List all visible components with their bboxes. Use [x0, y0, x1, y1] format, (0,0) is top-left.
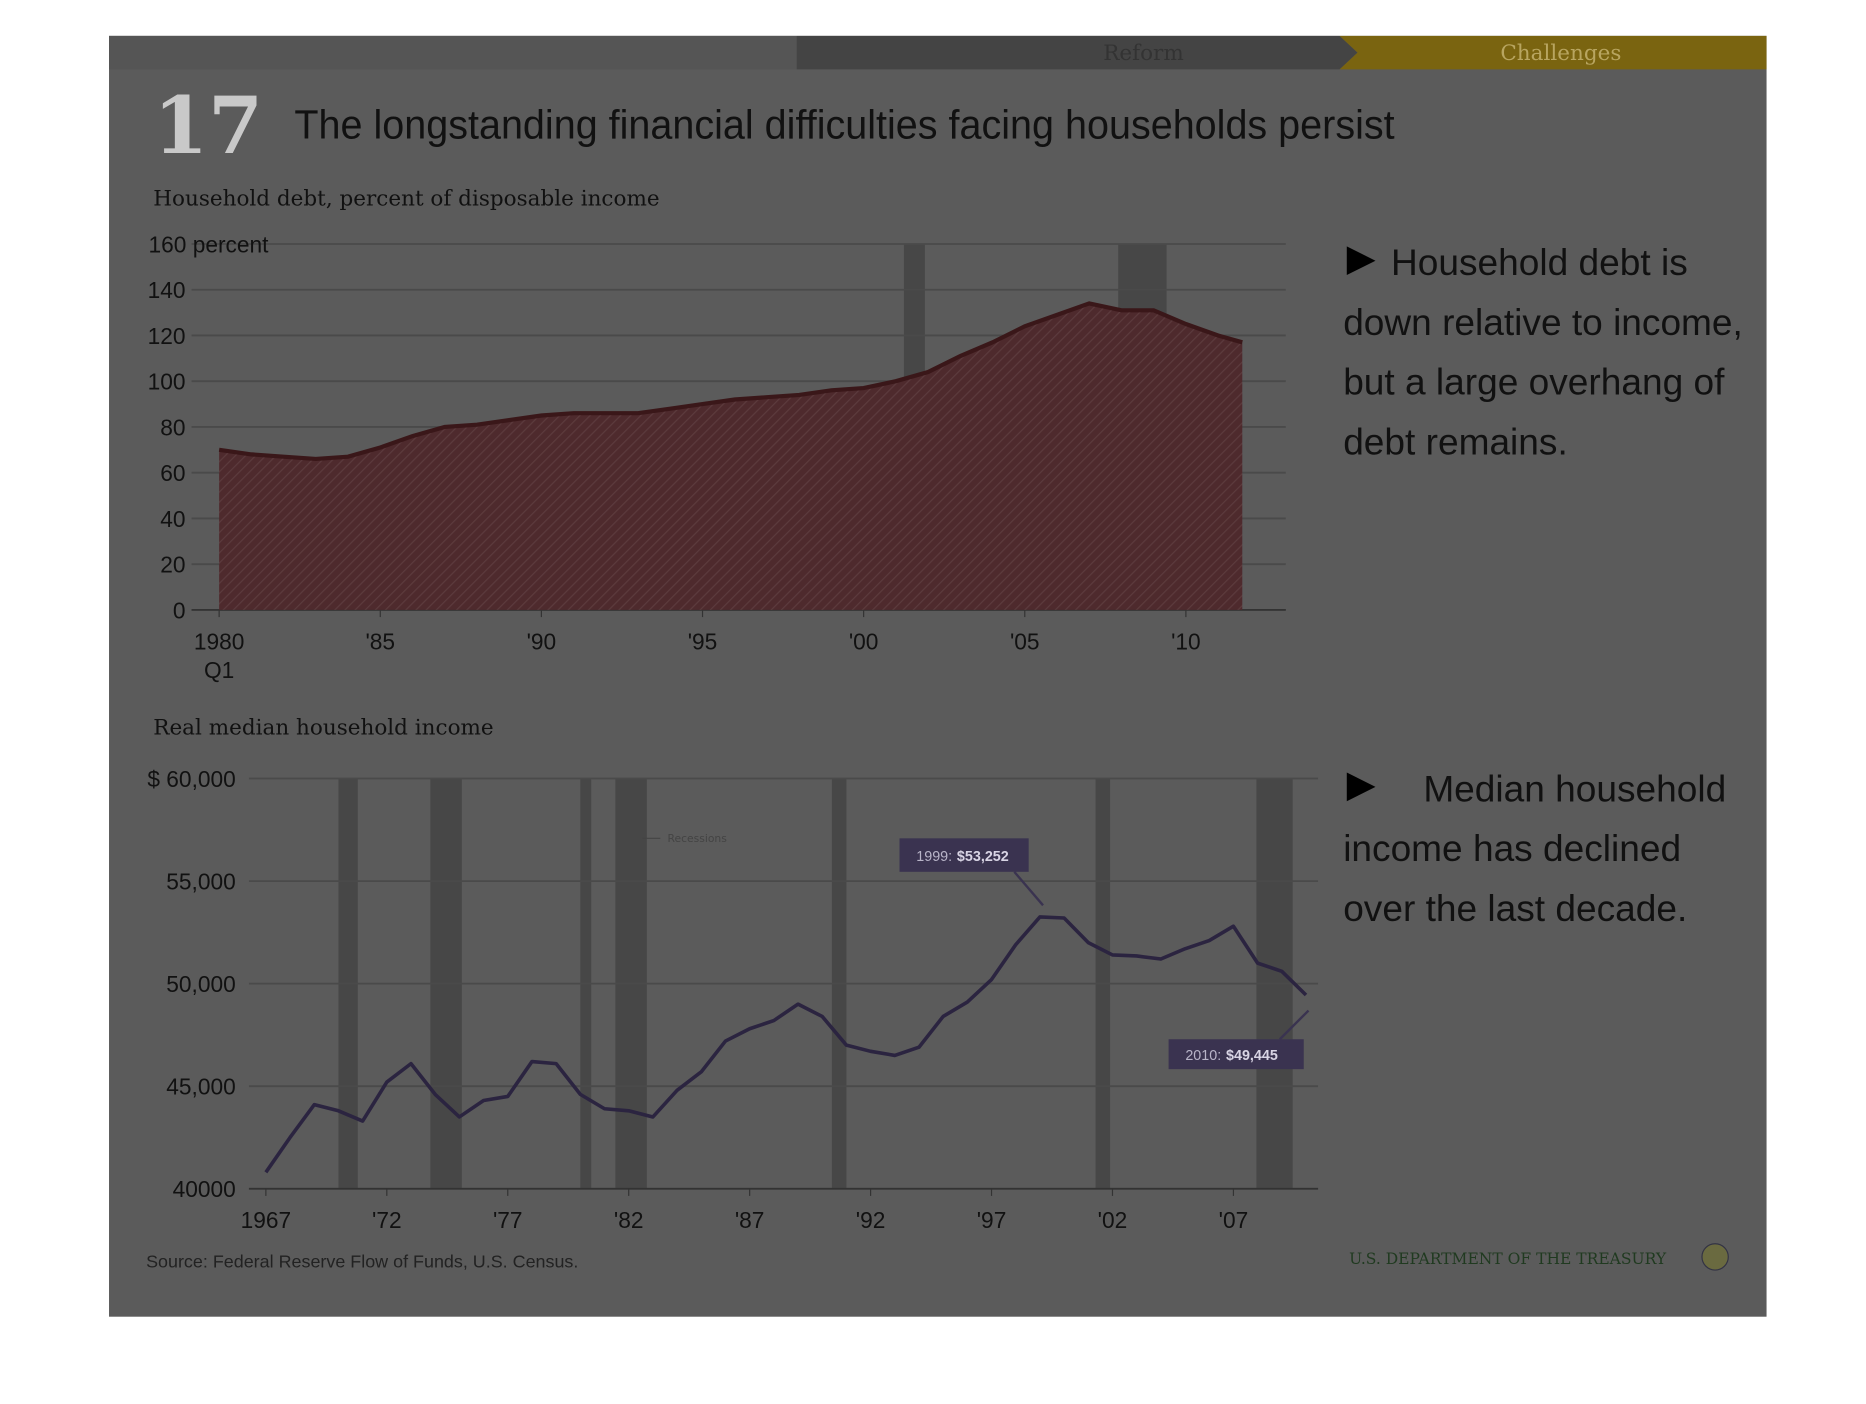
annotation-value: $49,445: [1226, 1048, 1278, 1064]
annotation-prefix: 2010:: [1185, 1048, 1221, 1064]
y-tick-label: 140: [148, 277, 186, 303]
y-tick-label: 50,000: [166, 971, 236, 997]
y-tick-label: 0: [173, 597, 186, 623]
x-tick-label: '92: [856, 1207, 886, 1233]
x-tick-label: 1967: [241, 1207, 292, 1233]
legend-label: Recessions: [668, 832, 728, 845]
x-tick-label: '82: [614, 1207, 644, 1233]
tab-label[interactable]: Reform: [1103, 41, 1184, 66]
x-tick-label: '85: [365, 628, 395, 654]
y-tick-label: 20: [160, 552, 185, 578]
slide-number: 17: [153, 79, 263, 172]
x-tick-label: '97: [977, 1207, 1007, 1233]
bullet-arrow: [1346, 246, 1376, 276]
x-tick-label: '87: [735, 1207, 765, 1233]
annotation-value: $53,252: [957, 849, 1009, 865]
area-hatch: [219, 303, 1243, 610]
bullet-arrow: [1346, 772, 1376, 802]
x-tick-label: '90: [527, 628, 557, 654]
tab-bar: [109, 35, 797, 70]
annotation-pointer: [1278, 1009, 1310, 1041]
chart-title: Household debt, percent of disposable in…: [153, 187, 659, 212]
annotation-pointer: [1013, 871, 1044, 907]
y-tick-label: 160 percent: [148, 231, 269, 257]
chart-title: Real median household income: [153, 715, 493, 740]
y-tick-label: 45,000: [166, 1074, 236, 1100]
slide-background: [109, 35, 1767, 1317]
x-tick-label: '10: [1171, 628, 1201, 654]
tab-label[interactable]: Challenges: [1500, 41, 1621, 66]
tab[interactable]: [796, 35, 1358, 70]
y-tick-label: $ 60,000: [147, 766, 235, 792]
x-tick-label: '95: [688, 628, 718, 654]
y-tick-label: 55,000: [166, 868, 236, 894]
slide-title: The longstanding financial difficulties …: [294, 102, 1394, 148]
seal-icon: [1701, 1243, 1729, 1271]
x-tick-label: '02: [1098, 1207, 1128, 1233]
line: [264, 915, 1308, 1174]
area-line: [218, 301, 1243, 462]
x-tick-label: '72: [372, 1207, 402, 1233]
y-tick-label: 80: [160, 414, 185, 440]
y-tick-label: 60: [160, 460, 185, 486]
annotation-box: [899, 838, 1029, 872]
x-tick-label: '77: [493, 1207, 523, 1233]
footer: U.S. DEPARTMENT OF THE TREASURY: [1349, 1250, 1667, 1268]
bullet-text: Median household income has declined over …: [1343, 767, 1726, 929]
x-tick-label: '00: [849, 628, 879, 654]
y-tick-label: 40000: [173, 1176, 236, 1202]
bullet-text: Household debt is down relative to income…: [1343, 241, 1743, 462]
x-tick-label: '05: [1010, 628, 1040, 654]
source: Source: Federal Reserve Flow of Funds, U…: [146, 1252, 578, 1272]
x-tick-label: 1980 Q1: [194, 628, 245, 683]
y-tick-label: 40: [160, 506, 185, 532]
y-tick-label: 100: [148, 369, 186, 395]
annotation-box: [1168, 1039, 1304, 1070]
annotation-prefix: 1999:: [916, 849, 952, 865]
tab-active[interactable]: [1339, 35, 1767, 70]
x-tick-label: '07: [1219, 1207, 1249, 1233]
y-tick-label: 120: [148, 323, 186, 349]
